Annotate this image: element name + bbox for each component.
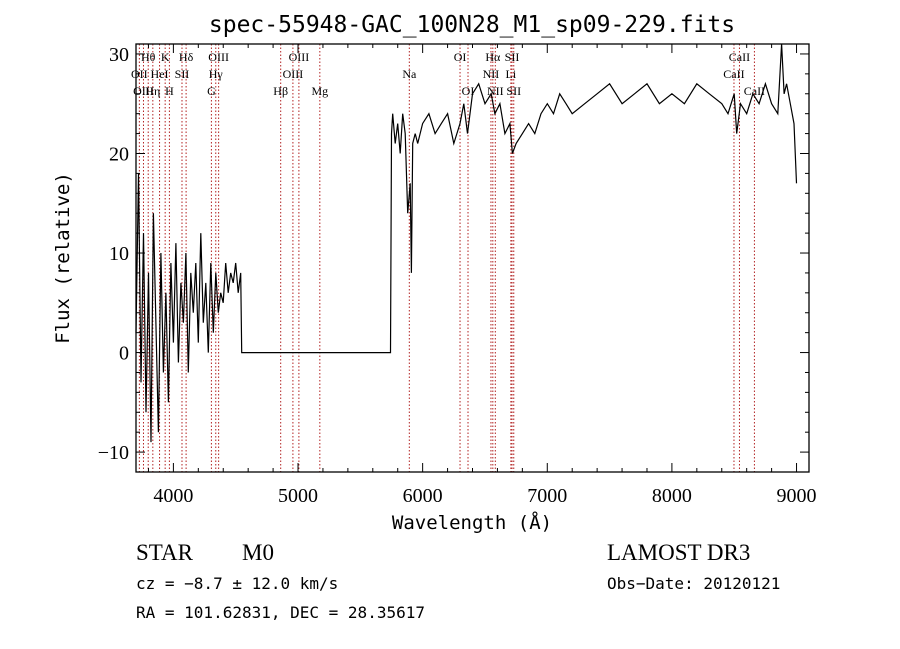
spectrum-line <box>135 43 798 443</box>
x-tick-label-4: 8000 <box>652 485 692 507</box>
spectral-line-label-23: SII <box>505 50 520 64</box>
y-tick-label-4: 30 <box>109 44 129 66</box>
spectral-line-label-15: Mg <box>311 84 328 98</box>
x-axis-label: Wavelength (Å) <box>392 511 552 534</box>
spectral-line-label-25: CaII <box>723 67 744 81</box>
spectral-line-label-27: CaII <box>744 84 765 98</box>
spectral-line-label-20: Hα <box>485 50 501 64</box>
survey-name: LAMOST DR3 <box>607 540 750 565</box>
spectral-line-label-17: OI <box>454 50 467 64</box>
spectral-line-label-3: Hη <box>145 84 160 98</box>
coordinates: RA = 101.62831, DEC = 28.35617 <box>136 603 425 622</box>
spectral-line-label-9: G <box>207 84 216 98</box>
spectral-line-label-12: Hβ <box>273 84 288 98</box>
spectral-line-label-2: OIII <box>133 84 154 98</box>
spectral-line-label-10: Hγ <box>209 67 224 81</box>
x-tick-label-1: 5000 <box>278 485 318 507</box>
y-tick-label-1: 0 <box>119 343 129 365</box>
chart-title: spec-55948-GAC_100N28_M1_sp09-229.fits <box>209 12 735 38</box>
spectral-line-label-11: OIII <box>208 50 229 64</box>
axis-ticks: 4000 5000 6000 7000 8000 9000 −10 0 10 20 30 <box>98 44 817 507</box>
x-tick-label-2: 6000 <box>403 485 443 507</box>
obs-date: Obs−Date: 20120121 <box>607 574 780 593</box>
x-tick-label-5: 9000 <box>777 485 817 507</box>
spectral-line-label-16: Na <box>402 67 417 81</box>
x-tick-label-3: 7000 <box>527 485 567 507</box>
y-tick-label-3: 20 <box>109 143 129 165</box>
spectral-line-label-18: OI <box>462 84 475 98</box>
spectral-line-labels: HθOIIOIIIHηHeIKHSIIHδGHγOIIIHβOIIIOIIIMg… <box>131 50 765 98</box>
object-subclass: M0 <box>242 540 274 565</box>
object-class: STAR <box>136 540 194 565</box>
redshift-cz: cz = −8.7 ± 12.0 km/s <box>136 574 338 593</box>
spectral-line-label-26: CaII <box>729 50 750 64</box>
spectral-line-label-6: H <box>165 84 174 98</box>
x-tick-label-0: 4000 <box>153 485 193 507</box>
spectral-line-label-14: OIII <box>289 50 310 64</box>
spectral-line-label-24: SII <box>506 84 521 98</box>
spectral-line-label-4: HeI <box>151 67 169 81</box>
spectral-line-label-7: SII <box>175 67 190 81</box>
spectral-line-label-22: Li <box>506 67 517 81</box>
spectral-line-label-0: Hθ <box>141 50 156 64</box>
spectral-line-label-13: OIII <box>283 67 304 81</box>
y-axis-label: Flux (relative) <box>52 172 74 344</box>
spectral-line-label-8: Hδ <box>179 50 194 64</box>
y-tick-label-2: 10 <box>109 243 129 265</box>
spectral-line-markers <box>138 44 755 472</box>
spectral-line-label-19: NII <box>483 67 500 81</box>
y-tick-label-0: −10 <box>98 442 129 464</box>
plot-frame <box>135 43 810 473</box>
spectral-line-label-5: K <box>161 50 170 64</box>
